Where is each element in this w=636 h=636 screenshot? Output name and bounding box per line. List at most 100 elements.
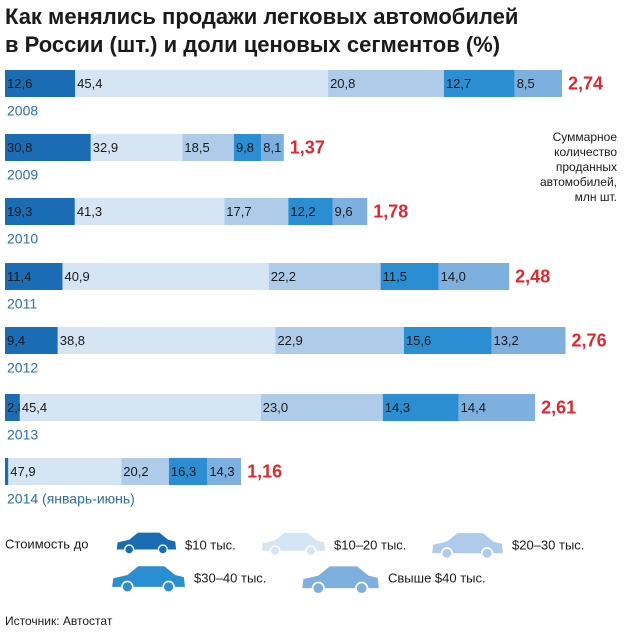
bar-segment [75,70,329,97]
value-label: 13,2 [493,333,518,348]
value-label: 22,9 [277,333,302,348]
car-wheel [124,544,135,555]
legend-icon [116,532,177,555]
legend-icon [302,566,379,595]
bar-segment [182,134,234,161]
value-label: 8,5 [517,76,535,91]
annotation: автомобилей, [540,175,617,189]
bar-segment [5,458,9,485]
value-label: 12,6 [7,76,32,91]
value-label: 20,2 [123,464,148,479]
bar-segment [168,458,208,485]
category-label: 2010 [7,231,38,247]
value-label: 38,8 [60,333,85,348]
value-label: 45,4 [77,76,102,91]
car-wheel [311,581,325,595]
bar-segment [5,198,75,225]
car-wheel [440,547,453,560]
value-label: 16,3 [171,464,196,479]
category-label: 2013 [7,427,38,443]
bar-segment [332,198,368,225]
bar-segment [121,458,169,485]
annotation: млн шт. [575,190,617,204]
bar-segment [491,327,566,354]
legend-label: $30–40 тыс. [194,570,266,585]
bar-segment [5,327,58,354]
car-wheel [481,547,494,560]
annotation: Суммарное [553,130,618,144]
bar-segment [90,134,183,161]
bar-segment [443,70,515,97]
value-label: 8,1 [263,140,281,155]
value-label: 14,0 [441,269,466,284]
value-label: 32,9 [93,140,118,155]
category-label: 2011 [7,296,37,312]
value-label: 11,4 [7,269,31,284]
bar-segment [57,327,276,354]
value-label: 22,2 [271,269,296,284]
legend-title: Стоимость до [5,536,89,551]
category-label: 2014 (январь-июнь) [7,491,135,507]
total-label: 1,16 [247,461,282,481]
total-label: 2,74 [568,73,603,93]
bar-segment [288,198,333,225]
car-wheel [355,581,369,595]
bar-segment [514,70,563,97]
total-label: 2,48 [515,266,550,286]
legend-label: $10–20 тыс. [334,537,406,552]
chart-title: Как менялись продажи легковых автомобиле… [5,4,518,29]
source: Источник: Автостат [5,614,113,628]
legend-icon [261,532,326,557]
value-label: 9,8 [236,140,254,155]
car-wheel [121,580,134,594]
bar-segment [207,458,242,485]
bar-segment [438,263,510,290]
bar-segment [261,134,284,161]
value-label: 14,3 [209,464,234,479]
bar-segment [224,198,289,225]
value-label: 47,9 [10,464,35,479]
category-label: 2012 [7,360,38,376]
bar-segment [380,263,439,290]
value-label: 14,3 [385,400,410,415]
bar-segment [268,263,381,290]
annotation: проданных [556,160,617,174]
total-label: 1,37 [290,137,325,157]
bar-segment [19,394,261,421]
bar-segment [5,394,20,421]
legend-label: $20–30 тыс. [512,537,584,552]
car-wheel [157,544,168,555]
bar-segment [328,70,444,97]
chart-title: в России (шт.) и доли ценовых сегментов … [5,32,500,57]
category-label: 2008 [7,103,38,119]
bar-segment [458,394,536,421]
value-label: 19,3 [7,204,32,219]
legend-icon [432,533,503,560]
bar-segment [275,327,404,354]
total-label: 1,78 [373,201,408,221]
bar-segment [260,394,383,421]
value-label: 40,9 [64,269,89,284]
annotation: количество [554,145,617,159]
value-label: 23,0 [263,400,288,415]
value-label: 12,7 [446,76,471,91]
value-label: 11,5 [383,269,407,284]
car-wheel [305,545,317,557]
bar-segment [382,394,459,421]
value-label: 12,2 [290,204,315,219]
total-label: 2,61 [541,397,576,417]
value-label: 30,8 [7,140,32,155]
legend-icon [112,566,185,594]
bar-segment [403,327,492,354]
value-label: 14,4 [461,400,486,415]
legend-label: $10 тыс. [185,537,236,552]
total-label: 2,76 [572,330,607,350]
bar-segment [74,198,225,225]
legend-label: Свыше $40 тыс. [388,570,486,585]
category-label: 2009 [7,167,38,183]
value-label: 17,7 [226,204,251,219]
bar-segment [5,70,76,97]
bar-segment [62,263,269,290]
value-label: 45,4 [22,400,47,415]
